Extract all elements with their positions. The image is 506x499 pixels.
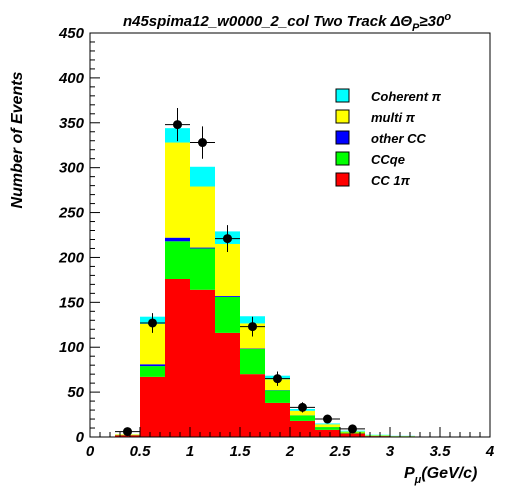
x-tick-label: 0.5 [130, 443, 152, 460]
y-tick-label: 50 [67, 384, 84, 401]
chart-title: n45spima12_w0000_2_col Two Track ΔΘP≥30o [123, 11, 451, 34]
bar-segment-1-0 [140, 376, 165, 437]
data-point [298, 402, 307, 412]
y-axis-ticks: 0 50 100 150 200 250 300 350 400 450 [58, 25, 100, 446]
x-axis-label-sub: μ [414, 474, 422, 486]
chart-title-main: n45spima12_w0000_2_col Two Track [123, 13, 391, 30]
bar-segment-2-3 [165, 142, 190, 238]
bar-segment-9-0 [340, 433, 365, 437]
chart-title-sup: o [444, 11, 451, 23]
data-point [248, 322, 257, 332]
y-tick-label: 250 [58, 205, 85, 222]
bar-segment-3-3 [190, 186, 215, 248]
x-axis-label-main: P [404, 465, 415, 482]
x-tick-label: 0 [86, 443, 95, 460]
bar-segment-3-0 [190, 289, 215, 437]
bar-segment-1-2 [140, 364, 165, 367]
x-tick-label: 3.5 [430, 443, 452, 460]
chart-title-sub: P [412, 22, 420, 34]
y-axis-label: Number of Events [9, 71, 26, 208]
bar-segment-8-1 [315, 427, 340, 430]
y-tick-label: 150 [59, 294, 85, 311]
bar-segment-1-1 [140, 366, 165, 377]
x-tick-label: 4 [485, 443, 495, 460]
x-tick-label: 2.5 [329, 443, 352, 460]
legend-label: CCqe [371, 152, 405, 167]
bar-segment-7-0 [290, 420, 315, 437]
bar-segment-2-0 [165, 278, 190, 437]
y-tick-label: 400 [58, 70, 85, 87]
x-axis-label-unit: (GeV/c) [421, 465, 477, 482]
bar-segment-5-1 [240, 349, 265, 375]
legend-label: CC 1π [371, 173, 411, 188]
x-tick-label: 2 [285, 443, 295, 460]
legend-swatch [335, 109, 350, 124]
data-point [348, 424, 357, 434]
data-point [123, 427, 132, 437]
bar-segment-6-0 [265, 402, 290, 437]
legend-swatch [335, 151, 350, 166]
y-tick-label: 200 [58, 249, 85, 266]
y-tick-label: 0 [76, 429, 85, 446]
y-tick-label: 450 [58, 25, 85, 42]
legend-swatch [335, 88, 350, 103]
bar-segment-7-3 [290, 410, 315, 416]
legend-label: multi π [371, 110, 416, 125]
bar-segment-3-1 [190, 248, 215, 290]
legend-label: Coherent π [371, 89, 442, 104]
y-tick-label: 100 [59, 339, 85, 356]
bar-segment-5-0 [240, 374, 265, 437]
y-tick-label: 350 [59, 115, 85, 132]
x-tick-label: 1.5 [230, 443, 252, 460]
bar-segment-4-0 [215, 332, 240, 437]
bar-segment-3-2 [190, 247, 215, 249]
chart-title-cond: ≥30 [419, 13, 445, 30]
data-point [223, 234, 232, 244]
x-tick-label: 3 [386, 443, 395, 460]
legend-swatch [335, 130, 350, 145]
x-axis-ticks: 0 0.5 1 1.5 2 2.5 3 3.5 4 [86, 427, 495, 460]
data-point [198, 138, 207, 148]
data-points [115, 107, 365, 437]
data-point [273, 374, 282, 384]
bar-segment-4-3 [215, 243, 240, 297]
bar-segment-6-1 [265, 390, 290, 403]
data-point [148, 318, 157, 328]
x-axis-label: Pμ(GeV/c) [404, 465, 477, 486]
y-tick-label: 300 [59, 160, 85, 177]
legend-label: other CC [371, 131, 427, 146]
data-point [323, 414, 332, 424]
data-point [173, 120, 182, 130]
bar-segment-8-3 [315, 424, 340, 428]
histogram-bars [115, 128, 440, 437]
legend-swatch [335, 172, 350, 187]
bar-segment-4-2 [215, 296, 240, 297]
chart-title-delta: ΔΘ [390, 13, 413, 30]
bar-segment-2-1 [165, 241, 190, 279]
bar-segment-7-1 [290, 415, 315, 421]
bar-segment-3-4 [190, 166, 215, 187]
x-tick-label: 1 [186, 443, 194, 460]
legend: Coherent π multi π other CC CCqe CC 1π [335, 88, 442, 188]
bar-segment-8-0 [315, 429, 340, 437]
bar-segment-4-1 [215, 296, 240, 333]
bar-segment-8-4 [315, 423, 340, 425]
bar-segment-2-2 [165, 237, 190, 242]
